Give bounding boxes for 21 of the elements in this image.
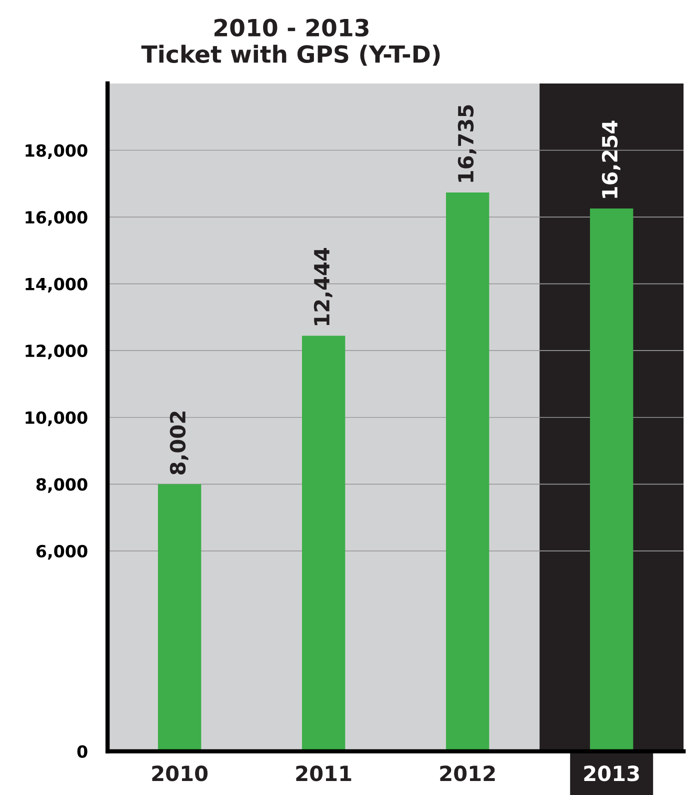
y-tick-label: 6,000 <box>36 544 88 560</box>
data-label: 16,735 <box>458 105 476 182</box>
x-tick-label: 2011 <box>296 766 352 782</box>
y-tick-label: 10,000 <box>26 411 88 426</box>
bar <box>590 208 634 752</box>
y-tick-label: 16,000 <box>26 210 88 226</box>
bar <box>446 192 490 752</box>
data-label: 16,254 <box>602 120 620 198</box>
y-tick-label: 8,000 <box>36 478 88 493</box>
x-tick-label: 2013 <box>584 766 639 782</box>
y-tick-label: 0 <box>77 745 88 758</box>
bar <box>158 484 202 752</box>
data-label: 12,444 <box>314 248 332 326</box>
y-tick-label: 14,000 <box>26 278 88 293</box>
y-tick-label: 18,000 <box>26 144 88 159</box>
bar <box>302 336 346 752</box>
chart-title: 2010 - 2013 Ticket with GPS (Y-T-D) <box>141 18 440 66</box>
x-tick-label: 2010 <box>152 766 208 782</box>
y-tick-label: 12,000 <box>26 344 88 360</box>
x-tick-label: 2012 <box>440 766 495 782</box>
data-label: 8,002 <box>170 412 188 474</box>
